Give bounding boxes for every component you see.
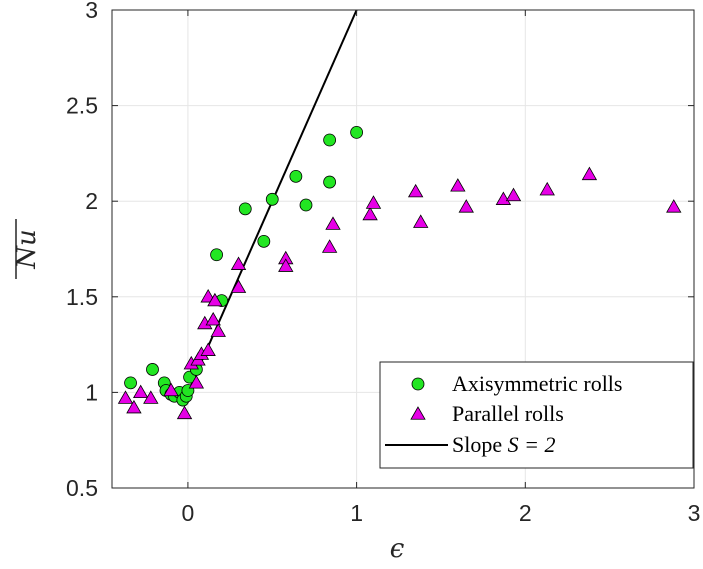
- y-tick-label: 2: [85, 188, 98, 214]
- parallel-roll-point: [505, 187, 522, 202]
- y-tick-label: 1.5: [66, 284, 98, 310]
- parallel-roll-point: [143, 390, 159, 404]
- parallel-roll-point: [278, 258, 294, 272]
- legend: Axisymmetric rolls Parallel rolls Slope S …: [379, 361, 694, 469]
- x-axis-title: ϵ: [390, 534, 405, 564]
- parallel-roll-point: [188, 375, 205, 389]
- parallel-roll-point: [325, 216, 341, 230]
- x-tick-label: 0: [182, 500, 195, 526]
- parallel-roll-point: [230, 279, 247, 293]
- parallel-roll-point: [207, 292, 223, 307]
- parallel-roll-point: [413, 214, 429, 228]
- y-tick-label: 0.5: [66, 475, 98, 501]
- parallel-roll-point: [495, 191, 512, 205]
- axisymmetric-roll-point: [146, 363, 159, 376]
- axisymmetric-roll-point: [323, 133, 337, 147]
- data-markers: [117, 125, 682, 420]
- x-tick-label: 3: [688, 500, 701, 526]
- legend-label-slope-math: S = 2: [508, 432, 556, 457]
- legend-triangle-marker: [410, 406, 426, 420]
- legend-label-slope-prefix: Slope: [452, 432, 508, 457]
- axisymmetric-roll-point: [323, 175, 337, 189]
- axisymmetric-roll-point: [299, 198, 313, 212]
- parallel-roll-point: [132, 384, 149, 399]
- axisymmetric-roll-point: [124, 376, 137, 390]
- plot-area-frame: [111, 9, 695, 489]
- y-tick-label: 3: [85, 0, 98, 23]
- parallel-roll-point: [321, 239, 338, 253]
- parallel-roll-point: [581, 166, 598, 181]
- parallel-roll-point: [365, 195, 382, 209]
- parallel-roll-point: [230, 256, 247, 270]
- axisymmetric-roll-point: [210, 248, 223, 262]
- parallel-roll-point: [666, 199, 682, 213]
- parallel-roll-point: [205, 311, 221, 326]
- legend-label-parallel: Parallel rolls: [452, 401, 564, 426]
- parallel-roll-point: [458, 199, 474, 213]
- axisymmetric-roll-point: [350, 125, 364, 139]
- x-tick-label: 1: [350, 500, 363, 526]
- legend-label-slope: Slope S = 2: [452, 432, 555, 457]
- y-tick-label: 2.5: [66, 93, 98, 119]
- axisymmetric-roll-point: [257, 234, 271, 248]
- axis-ticks: 0 1 2 3 0.5 1 1.5 2 2.5 3: [66, 0, 700, 526]
- parallel-roll-point: [200, 342, 216, 356]
- parallel-roll-point: [210, 323, 226, 337]
- axisymmetric-roll-point: [238, 202, 252, 216]
- x-tick-label: 2: [519, 500, 532, 526]
- axis-titles: ϵ Nu: [12, 219, 405, 564]
- parallel-roll-point: [450, 178, 466, 192]
- y-tick-label: 1: [85, 379, 98, 405]
- legend-box: [379, 361, 694, 469]
- parallel-roll-point: [126, 399, 142, 414]
- parallel-roll-point: [176, 405, 193, 420]
- axisymmetric-roll-point: [289, 169, 303, 183]
- parallel-roll-point: [539, 181, 555, 196]
- y-axis-title: Nu: [12, 229, 42, 270]
- legend-label-axisymmetric: Axisymmetric rolls: [452, 371, 622, 396]
- parallel-roll-point: [163, 382, 179, 397]
- axisymmetric-roll-point: [265, 192, 279, 206]
- parallel-roll-point: [362, 206, 378, 221]
- legend-circle-marker: [411, 377, 425, 391]
- parallel-roll-point: [407, 183, 424, 198]
- parallel-roll-point: [117, 390, 134, 404]
